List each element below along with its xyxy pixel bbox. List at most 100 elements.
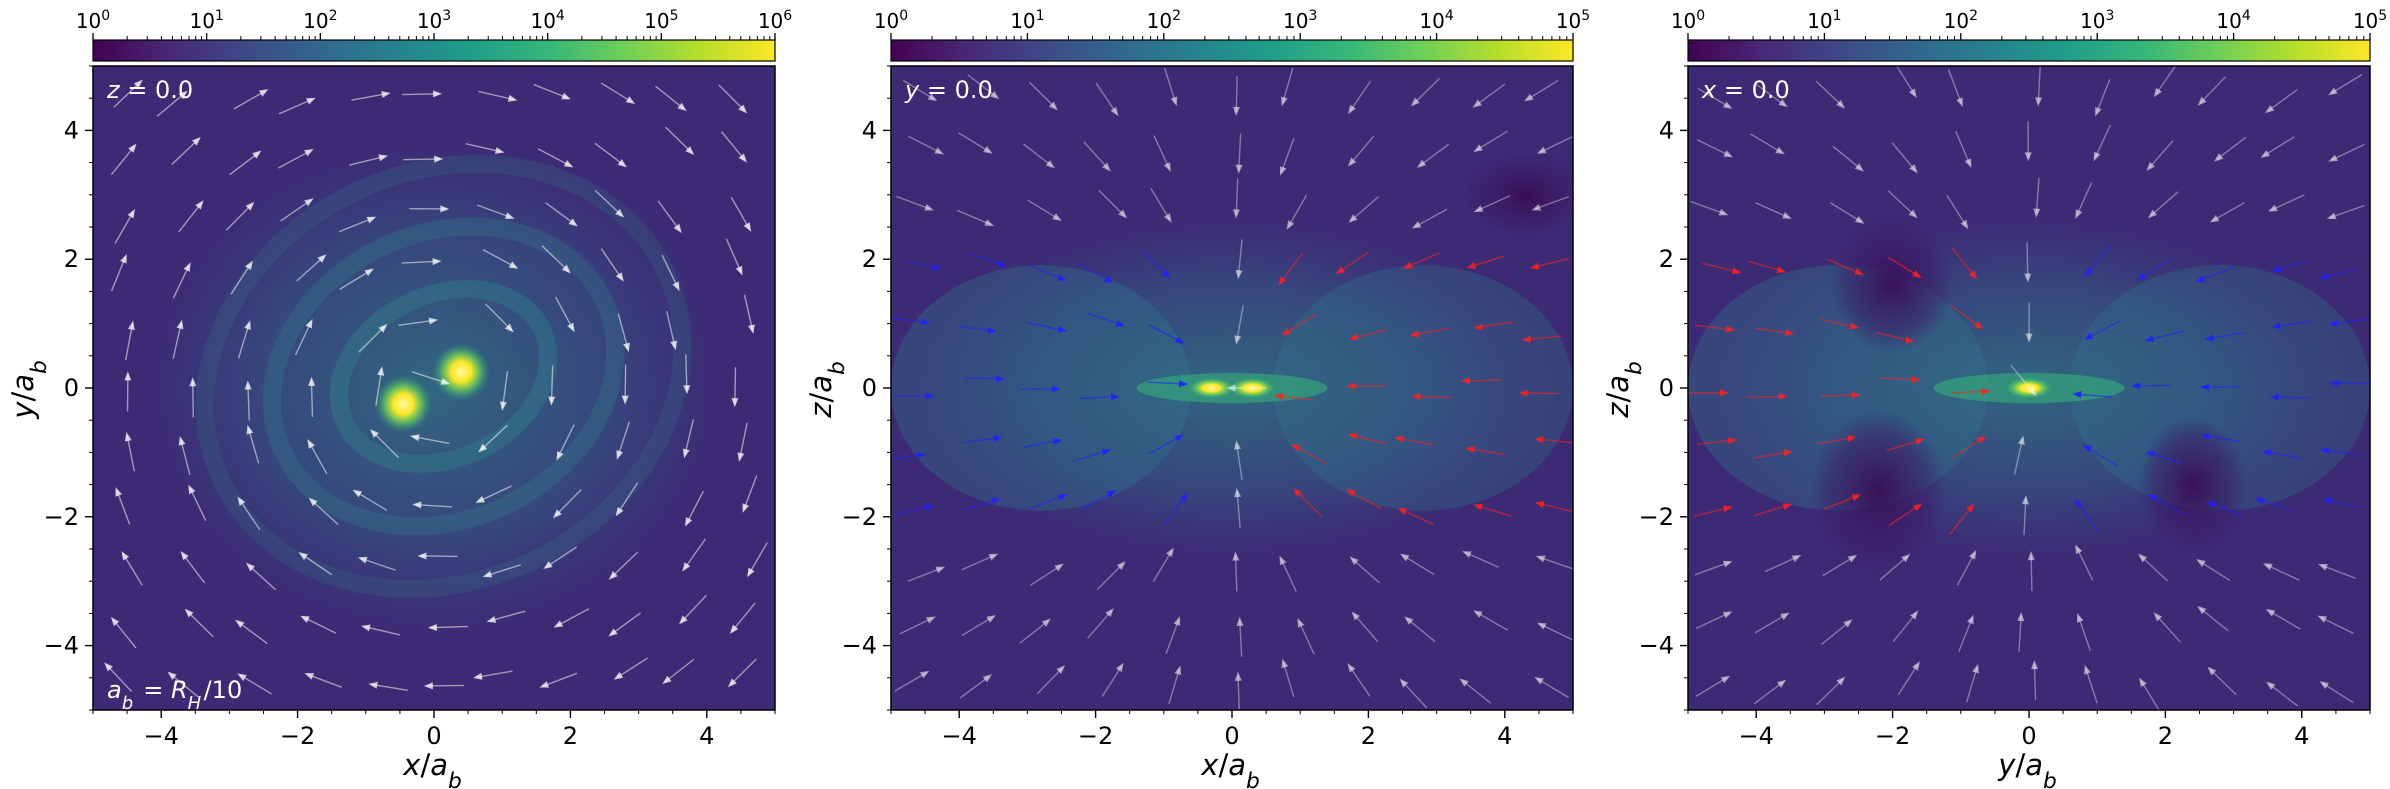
streamline-arrow bbox=[996, 260, 1007, 267]
x-tick-label: 2 bbox=[1361, 722, 1376, 750]
streamline bbox=[545, 202, 576, 225]
streamline-arrow bbox=[2207, 666, 2217, 676]
streamline-arrow bbox=[507, 94, 518, 102]
streamline bbox=[402, 93, 439, 96]
streamline bbox=[685, 354, 688, 391]
streamline-arrow bbox=[1101, 448, 1112, 456]
streamline bbox=[1080, 491, 1114, 510]
streamline bbox=[106, 664, 133, 693]
streamline-arrow bbox=[2329, 379, 2339, 387]
streamline bbox=[1280, 558, 1297, 593]
streamline bbox=[1237, 675, 1240, 710]
streamline-arrow bbox=[104, 662, 113, 672]
streamline bbox=[303, 616, 337, 634]
streamline-arrow bbox=[508, 261, 519, 269]
streamline-arrow bbox=[1104, 275, 1114, 284]
slice-label: z = 0.0 bbox=[106, 76, 193, 104]
streamline-arrow bbox=[2200, 432, 2210, 440]
streamline-arrow bbox=[195, 200, 204, 210]
streamline-arrow bbox=[191, 136, 201, 146]
streamline bbox=[961, 616, 994, 637]
streamline bbox=[1702, 262, 1739, 273]
streamline bbox=[122, 553, 143, 586]
streamline bbox=[617, 482, 639, 514]
streamline-arrow bbox=[486, 615, 497, 623]
streamline-arrow bbox=[1234, 671, 1242, 681]
streamline bbox=[1753, 504, 1789, 517]
streamline-arrow bbox=[1912, 270, 1922, 279]
streamline bbox=[1279, 253, 1303, 284]
streamline-arrow bbox=[2319, 681, 2329, 689]
streamline bbox=[1897, 663, 1919, 696]
y-tick-label: 4 bbox=[1659, 116, 1674, 144]
streamline bbox=[2085, 668, 2098, 704]
streamline-arrow bbox=[1836, 676, 1846, 686]
streamline bbox=[1148, 324, 1182, 343]
x-tick-label: −4 bbox=[144, 722, 179, 750]
streamline-arrow bbox=[921, 318, 931, 326]
streamline-arrow bbox=[1234, 440, 1241, 450]
streamline bbox=[1237, 239, 1243, 276]
streamline bbox=[2323, 449, 2360, 456]
colorbar-gradient bbox=[92, 39, 776, 62]
streamline bbox=[230, 263, 252, 295]
streamline-arrow bbox=[434, 155, 444, 163]
x-tick-label: 2 bbox=[563, 722, 578, 750]
streamline bbox=[489, 610, 526, 622]
streamline-arrow bbox=[934, 147, 944, 155]
streamline-arrow bbox=[1279, 166, 1287, 176]
streamline bbox=[2212, 202, 2245, 222]
streamline bbox=[968, 252, 1004, 266]
streamline-arrow bbox=[916, 451, 926, 459]
streamline-arrow bbox=[685, 146, 695, 155]
streamline-arrow bbox=[2148, 209, 2158, 219]
streamline bbox=[1764, 555, 1799, 573]
streamline bbox=[2018, 615, 2022, 652]
streamline bbox=[556, 608, 590, 627]
streamline-arrow bbox=[1280, 96, 1288, 107]
x-tick-label: 4 bbox=[699, 722, 714, 750]
x-tick-label: 0 bbox=[1224, 722, 1239, 750]
streamline bbox=[600, 248, 623, 280]
streamline bbox=[1277, 395, 1314, 401]
streamline-arrow bbox=[623, 342, 630, 353]
streamline-arrow bbox=[673, 223, 682, 234]
slice-label: x = 0.0 bbox=[1701, 76, 1790, 104]
density-field bbox=[93, 66, 775, 710]
streamline bbox=[1525, 335, 1562, 341]
streamline bbox=[666, 310, 676, 347]
streamline bbox=[654, 85, 685, 110]
streamline bbox=[2263, 136, 2295, 157]
streamline-arrow bbox=[1854, 268, 1864, 275]
streamline-arrow bbox=[1473, 503, 1483, 511]
streamline-arrow bbox=[1720, 675, 1731, 684]
streamline-arrow bbox=[115, 487, 123, 497]
streamline-arrow bbox=[184, 608, 194, 618]
streamline bbox=[1406, 618, 1436, 643]
y-axis-title: z/ab bbox=[804, 358, 850, 419]
streamline-arrow bbox=[2265, 608, 2276, 617]
streamline-arrow bbox=[1775, 146, 1785, 155]
streamline bbox=[2330, 73, 2363, 94]
streamline-arrow bbox=[556, 450, 564, 461]
streamline bbox=[2216, 136, 2247, 160]
streamline bbox=[1284, 314, 1316, 335]
streamline-arrow bbox=[1116, 561, 1126, 570]
streamline-arrow bbox=[2028, 386, 2037, 397]
streamline-arrow bbox=[1226, 384, 1236, 392]
streamline bbox=[537, 148, 571, 167]
streamline bbox=[1096, 563, 1124, 590]
streamline-arrow bbox=[1048, 101, 1058, 111]
streamline bbox=[2209, 668, 2237, 696]
streamline-arrow bbox=[1908, 209, 1918, 219]
streamline-arrow bbox=[1784, 329, 1795, 337]
streamline bbox=[1168, 668, 1181, 705]
streamline-arrow bbox=[747, 324, 755, 334]
streamline bbox=[610, 551, 639, 578]
y-tick-label: −4 bbox=[44, 632, 79, 660]
streamline-arrow bbox=[1727, 437, 1738, 445]
streamline bbox=[2267, 89, 2298, 112]
colorbar-tick-label: 104 bbox=[2216, 8, 2250, 33]
streamline-arrow bbox=[1473, 144, 1483, 153]
streamline-arrow bbox=[729, 624, 739, 634]
